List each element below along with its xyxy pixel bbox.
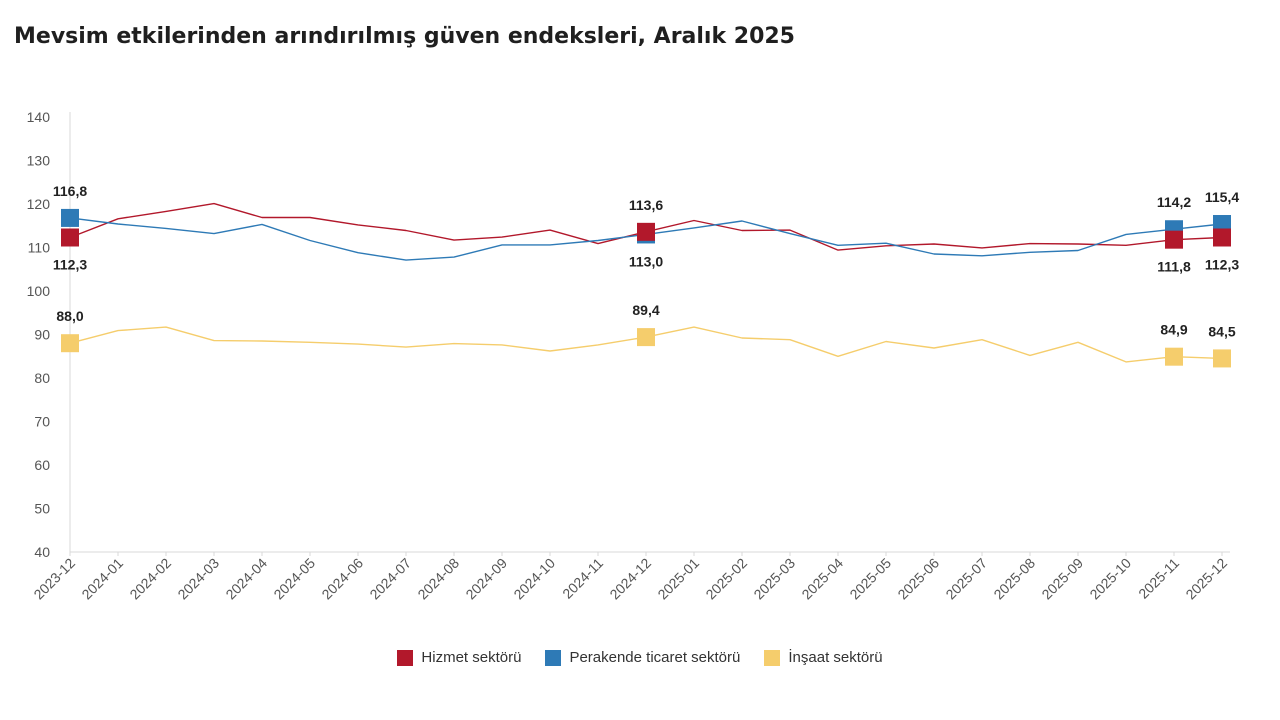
data-point-marker xyxy=(1213,228,1231,247)
x-tick-label: 2024-06 xyxy=(318,555,366,603)
x-tick-label: 2024-01 xyxy=(78,555,126,603)
data-point-marker xyxy=(1213,349,1231,368)
y-tick-label: 90 xyxy=(34,327,50,343)
legend-item-insaat[interactable]: İnşaat sektörü xyxy=(764,649,883,666)
x-tick-label: 2024-03 xyxy=(174,555,222,603)
y-tick-label: 100 xyxy=(27,283,51,299)
data-label: 84,5 xyxy=(1208,323,1235,339)
y-tick-label: 80 xyxy=(34,370,50,386)
data-label: 115,4 xyxy=(1205,189,1239,205)
y-tick-label: 50 xyxy=(34,501,50,517)
x-tick-label: 2025-12 xyxy=(1182,555,1230,603)
data-point-marker xyxy=(637,222,655,241)
data-label: 116,8 xyxy=(53,183,87,199)
data-label: 111,8 xyxy=(1157,259,1191,275)
x-tick-label: 2025-11 xyxy=(1135,555,1182,602)
x-tick-label: 2025-09 xyxy=(1038,555,1086,603)
legend-label-perakende: Perakende ticaret sektörü xyxy=(569,649,741,666)
x-tick-label: 2024-04 xyxy=(222,555,270,603)
data-label: 88,0 xyxy=(56,308,83,324)
x-tick-label: 2025-08 xyxy=(990,555,1038,603)
data-label: 84,9 xyxy=(1160,322,1187,338)
data-label: 113,6 xyxy=(629,197,663,213)
x-tick-label: 2024-07 xyxy=(366,555,414,603)
x-tick-label: 2025-05 xyxy=(846,555,894,603)
x-tick-label: 2025-06 xyxy=(894,555,942,603)
x-tick-label: 2023-12 xyxy=(30,555,78,603)
y-tick-label: 120 xyxy=(27,196,51,212)
x-tick-label: 2024-12 xyxy=(606,555,654,603)
data-label: 112,3 xyxy=(1205,256,1239,272)
data-label: 112,3 xyxy=(53,256,87,272)
y-tick-label: 140 xyxy=(27,109,51,125)
x-tick-label: 2025-02 xyxy=(702,555,750,603)
data-point-marker xyxy=(61,228,79,247)
chart-title: Mevsim etkilerinden arındırılmış güven e… xyxy=(14,24,795,49)
legend-swatch-hizmet xyxy=(397,649,414,666)
y-tick-label: 60 xyxy=(34,457,50,473)
y-tick-label: 130 xyxy=(27,153,51,169)
data-label: 114,2 xyxy=(1157,194,1191,210)
legend: Hizmet sektörü Perakende ticaret sektörü… xyxy=(0,649,1280,666)
x-tick-label: 2024-05 xyxy=(270,555,318,603)
x-tick-label: 2024-11 xyxy=(559,555,606,602)
legend-swatch-insaat xyxy=(764,649,781,666)
legend-label-insaat: İnşaat sektörü xyxy=(788,649,883,666)
x-tick-label: 2024-09 xyxy=(462,555,510,603)
x-tick-label: 2025-07 xyxy=(942,555,990,603)
x-tick-label: 2025-01 xyxy=(654,555,702,603)
legend-item-hizmet[interactable]: Hizmet sektörü xyxy=(397,649,521,666)
y-tick-label: 110 xyxy=(28,240,51,256)
x-tick-label: 2024-02 xyxy=(126,555,174,603)
data-point-marker xyxy=(61,208,79,227)
legend-label-hizmet: Hizmet sektörü xyxy=(421,649,522,666)
x-tick-label: 2025-10 xyxy=(1086,555,1134,603)
data-point-marker xyxy=(61,334,79,353)
x-tick-label: 2025-03 xyxy=(750,555,798,603)
x-tick-label: 2024-08 xyxy=(414,555,462,603)
y-tick-label: 70 xyxy=(34,414,50,430)
data-point-marker xyxy=(637,328,655,347)
data-label: 89,4 xyxy=(632,302,659,318)
y-tick-label: 40 xyxy=(34,544,50,560)
data-label: 113,0 xyxy=(629,253,663,269)
data-point-marker xyxy=(1165,230,1183,249)
x-tick-label: 2025-04 xyxy=(798,555,846,603)
legend-swatch-perakende xyxy=(545,649,562,666)
legend-item-perakende[interactable]: Perakende ticaret sektörü xyxy=(545,649,740,666)
x-tick-label: 2024-10 xyxy=(510,555,558,603)
data-point-marker xyxy=(1165,347,1183,366)
